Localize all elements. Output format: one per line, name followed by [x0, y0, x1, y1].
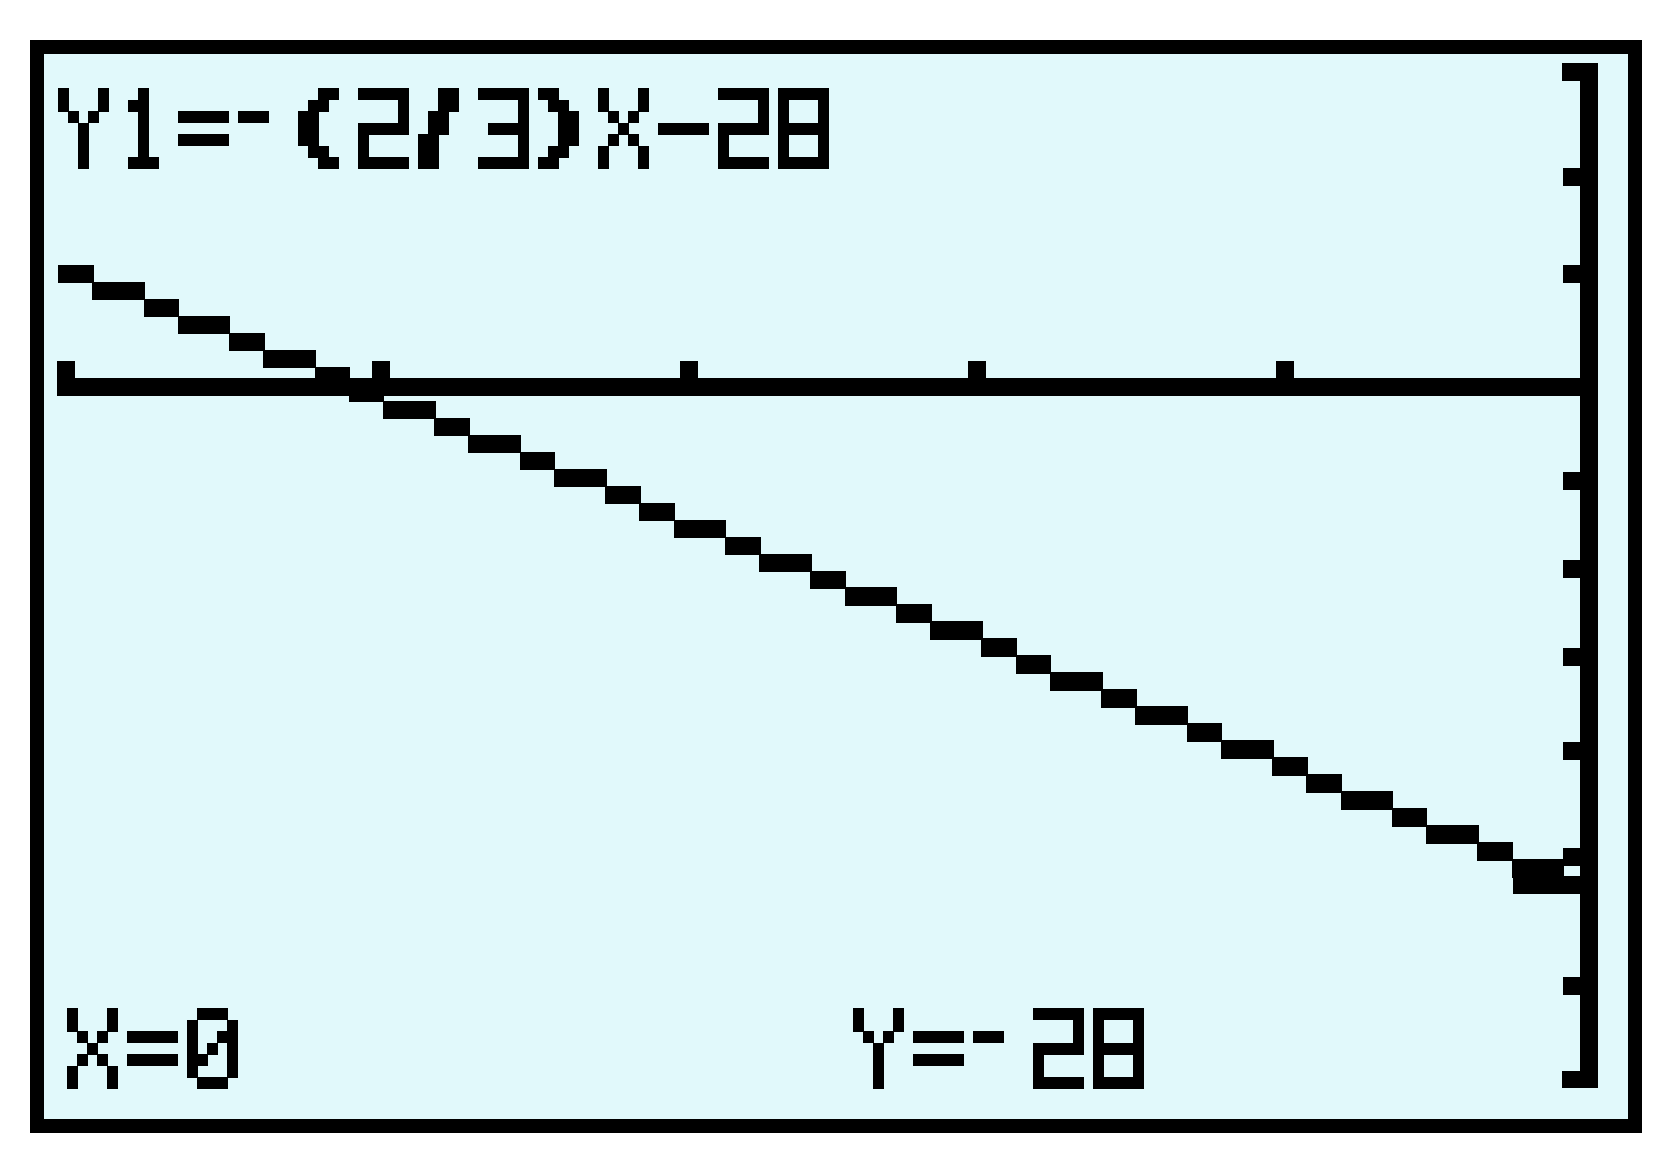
- calculator-screenshot: [30, 40, 1642, 1133]
- graph-layer: [57, 63, 1599, 1088]
- text-layer: [58, 88, 1144, 1090]
